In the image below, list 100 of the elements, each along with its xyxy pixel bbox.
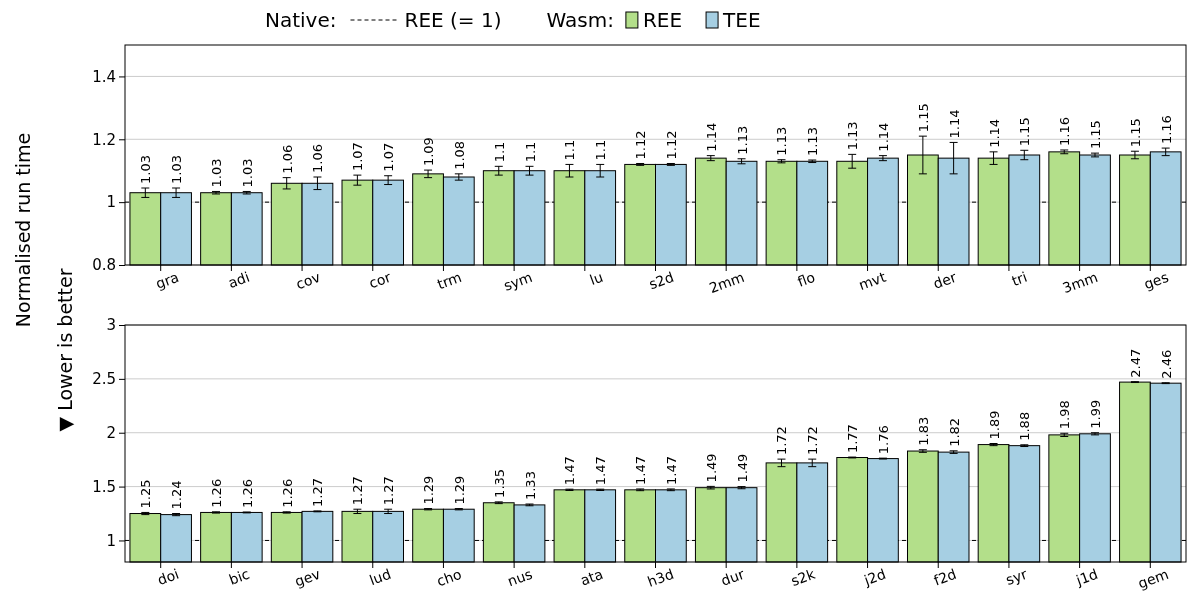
- data-label: 1.03: [209, 158, 225, 188]
- x-tick-label: flo: [795, 268, 818, 290]
- data-label: 1.82: [946, 417, 962, 447]
- data-label: 1.1: [522, 141, 538, 163]
- data-label: 1.26: [279, 478, 295, 508]
- data-label: 1.27: [350, 476, 366, 506]
- x-tick-label: cor: [366, 268, 394, 292]
- data-label: 1.12: [633, 130, 649, 160]
- data-label: 1.24: [169, 480, 185, 510]
- x-tick-label: gra: [153, 268, 181, 292]
- data-label: 1.06: [279, 144, 295, 174]
- data-label: 1.77: [845, 424, 861, 454]
- data-label: 1.13: [845, 121, 861, 151]
- data-label: 1.35: [491, 468, 507, 498]
- text: Native:: [265, 8, 337, 32]
- data-label: 1.07: [381, 142, 397, 172]
- x-tick-label: doi: [155, 565, 181, 589]
- x-tick-label: j2d: [861, 565, 888, 589]
- data-label: 1.16: [1158, 115, 1174, 145]
- y-tick-label: 1: [106, 531, 116, 550]
- x-tick-label: bic: [226, 565, 252, 588]
- y-tick-label: 1.5: [92, 477, 116, 496]
- data-label: 1.15: [1087, 120, 1103, 150]
- data-label: 1.27: [310, 477, 326, 507]
- x-tick-label: ata: [578, 565, 606, 589]
- x-tick-label: lud: [367, 565, 394, 589]
- x-tick-label: gev: [292, 565, 323, 590]
- x-tick-label: syr: [1003, 565, 1030, 589]
- x-tick-label: cho: [434, 565, 464, 590]
- data-label: 1.1: [562, 139, 578, 161]
- x-tick-label: gem: [1135, 565, 1171, 592]
- x-tick-label: nus: [505, 565, 535, 590]
- data-label: 1.08: [451, 140, 467, 170]
- data-label: 1.15: [1127, 118, 1143, 148]
- data-label: 1.47: [633, 456, 649, 485]
- data-label: 1.33: [522, 471, 538, 501]
- data-label: 1.83: [915, 416, 931, 446]
- data-label: 1.07: [350, 142, 366, 172]
- data-label: 1.49: [734, 453, 750, 483]
- x-tick-label: f2d: [931, 565, 959, 589]
- data-label: 1.26: [239, 479, 255, 509]
- data-label: 1.47: [562, 456, 578, 486]
- data-label: 1.27: [381, 476, 397, 506]
- x-tick-label: tri: [1009, 268, 1030, 289]
- x-tick-label: lu: [587, 268, 606, 289]
- data-label: 1.12: [663, 130, 679, 160]
- x-tick-label: dur: [718, 565, 747, 589]
- x-tick-label: cov: [293, 268, 323, 293]
- y-axis-title: ▼ Lower is better: [54, 268, 76, 432]
- data-label: 1.13: [734, 125, 750, 155]
- data-label: 1.29: [451, 475, 467, 505]
- data-label: 1.1: [593, 139, 609, 161]
- data-label: 1.98: [1057, 400, 1073, 430]
- data-label: 1.14: [875, 122, 891, 152]
- data-label: 1.72: [805, 426, 821, 456]
- data-label: 1.76: [875, 425, 891, 455]
- data-label: 1.25: [138, 479, 154, 509]
- y-tick-label: 0.8: [92, 256, 116, 275]
- data-label: 1.99: [1087, 399, 1103, 429]
- legend-label: TEE: [722, 8, 761, 32]
- x-tick-label: mvt: [856, 268, 889, 294]
- data-label: 1.13: [805, 127, 821, 157]
- legend-label: REE: [642, 8, 683, 32]
- data-label: 1.16: [1057, 117, 1073, 146]
- x-tick-label: adi: [226, 268, 252, 292]
- x-tick-label: h3d: [645, 565, 676, 590]
- data-label: 2.47: [1127, 348, 1143, 378]
- data-label: 1.88: [1017, 411, 1033, 441]
- x-tick-label: j1d: [1073, 565, 1100, 589]
- x-tick-label: trm: [435, 268, 464, 293]
- data-label: 1.49: [703, 453, 719, 483]
- data-label: 1.15: [1017, 117, 1033, 147]
- x-tick-label: ges: [1141, 268, 1171, 293]
- data-label: 1.15: [915, 103, 931, 133]
- data-label: 2.46: [1158, 349, 1174, 379]
- x-tick-label: 3mm: [1060, 268, 1100, 297]
- y-tick-label: 3: [106, 316, 116, 335]
- x-tick-label: sym: [501, 268, 535, 294]
- data-label: 1.14: [946, 109, 962, 139]
- legend-label: REE (= 1): [404, 8, 502, 32]
- data-label: 1.72: [774, 426, 790, 456]
- data-label: 1.13: [774, 126, 790, 156]
- data-label: 1.1: [491, 141, 507, 163]
- data-label: 1.29: [421, 475, 437, 505]
- legend-title: Wasm:: [546, 8, 614, 32]
- y-tick-label: 1.4: [92, 67, 116, 86]
- data-label: 1.03: [239, 158, 255, 188]
- x-tick-label: der: [931, 268, 959, 292]
- data-label: 1.47: [663, 456, 679, 485]
- y-tick-label: 2: [106, 424, 116, 443]
- data-label: 1.09: [421, 137, 437, 167]
- data-label: 1.14: [703, 122, 719, 152]
- data-label: 1.06: [310, 144, 326, 173]
- data-label: 1.47: [593, 456, 609, 486]
- x-tick-label: s2d: [646, 268, 676, 293]
- data-label: 1.14: [986, 118, 1002, 148]
- y-tick-label: 2.5: [92, 370, 116, 389]
- data-label: 1.89: [986, 410, 1002, 440]
- data-label: 1.03: [138, 155, 154, 184]
- data-label: 1.26: [209, 478, 225, 508]
